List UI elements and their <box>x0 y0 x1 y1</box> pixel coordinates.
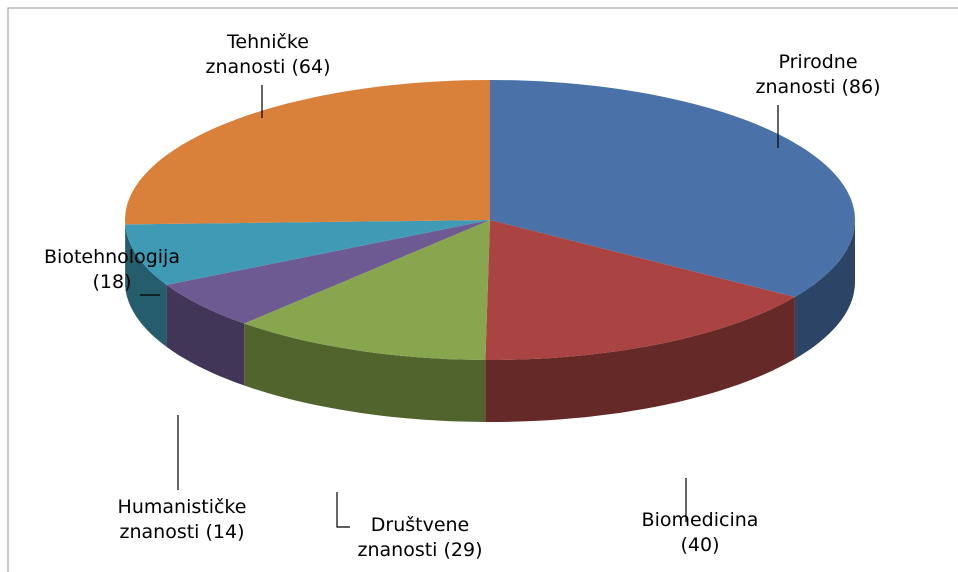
slice-label: Društvene znanosti (29) <box>357 514 483 561</box>
slice-side <box>794 220 855 359</box>
slice-label: Humanističke znanosti (14) <box>117 496 247 543</box>
slice <box>125 80 490 225</box>
slice-label: Biotehnologija (18) <box>44 246 180 293</box>
slice-side <box>485 297 795 422</box>
slice-label: Tehničke znanosti (64) <box>205 31 331 78</box>
chart-frame <box>7 7 958 572</box>
slice-label: Prirodne znanosti (86) <box>755 51 881 98</box>
slice <box>125 220 490 285</box>
leader-line <box>336 492 350 528</box>
slice-label: Biomedicina (40) <box>641 509 759 556</box>
slice-side <box>125 224 167 347</box>
slice <box>490 80 855 297</box>
slice-side <box>244 323 486 422</box>
slice <box>244 220 490 360</box>
slice <box>166 220 490 324</box>
slice-side <box>166 284 245 386</box>
slice <box>485 220 795 360</box>
